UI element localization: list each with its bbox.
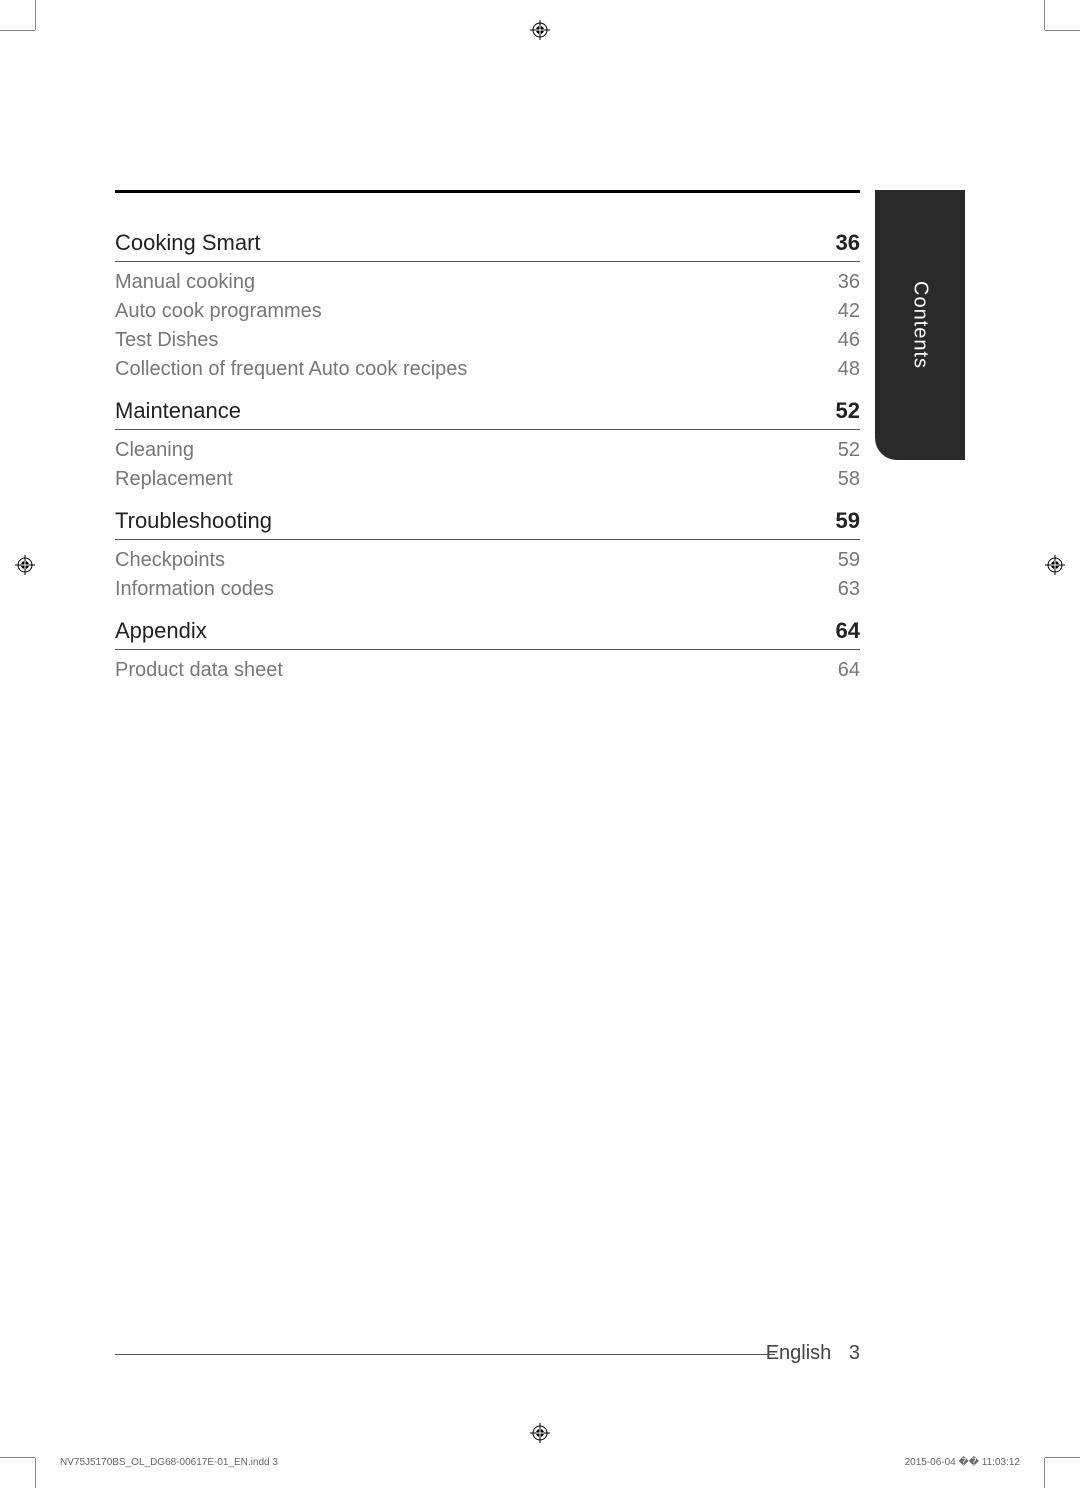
crop-mark [1044,1458,1045,1488]
toc-item-label: Manual cooking [115,268,255,297]
side-tab-label: Contents [909,281,932,369]
registration-mark-icon [1045,555,1065,575]
toc-item: Information codes 63 [115,575,860,604]
toc-item: Product data sheet 64 [115,656,860,685]
toc-item-label: Product data sheet [115,656,283,685]
side-tab: Contents [875,190,965,460]
toc-section-header: Cooking Smart 36 [115,230,860,262]
registration-mark-icon [530,1423,550,1443]
toc-item: Replacement 58 [115,465,860,494]
crop-mark [0,30,35,31]
toc-item: Collection of frequent Auto cook recipes… [115,355,860,384]
registration-mark-icon [15,555,35,575]
footer-rule [115,1354,775,1355]
toc-item-page: 36 [838,268,860,297]
footer: English 3 [766,1342,860,1365]
imprint-filename: NV75J5170BS_OL_DG68-00617E-01_EN.indd 3 [60,1457,278,1468]
toc-item: Checkpoints 59 [115,546,860,575]
table-of-contents: Cooking Smart 36 Manual cooking 36 Auto … [115,230,860,699]
toc-section-title: Cooking Smart [115,230,261,256]
toc-section-header: Maintenance 52 [115,398,860,430]
crop-mark [1045,1457,1080,1458]
page-container: Contents Cooking Smart 36 Manual cooking… [55,55,1025,1413]
toc-item-page: 59 [838,546,860,575]
toc-item-page: 52 [838,436,860,465]
toc-item-page: 48 [838,355,860,384]
toc-section: Troubleshooting 59 Checkpoints 59 Inform… [115,508,860,604]
toc-item-page: 42 [838,297,860,326]
toc-section-header: Appendix 64 [115,618,860,650]
toc-section-page: 64 [836,618,860,644]
footer-language: English [766,1342,832,1364]
toc-item: Test Dishes 46 [115,326,860,355]
toc-section-page: 52 [836,398,860,424]
crop-mark [35,1458,36,1488]
toc-section: Appendix 64 Product data sheet 64 [115,618,860,685]
toc-section-page: 59 [836,508,860,534]
toc-item-label: Checkpoints [115,546,225,575]
crop-mark [1045,30,1080,31]
toc-item-page: 63 [838,575,860,604]
toc-item: Manual cooking 36 [115,268,860,297]
top-rule [115,190,860,193]
imprint-timestamp: 2015-06-04 �� 11:03:12 [905,1457,1020,1468]
toc-item-page: 64 [838,656,860,685]
toc-item-label: Replacement [115,465,233,494]
toc-item: Cleaning 52 [115,436,860,465]
toc-item-label: Cleaning [115,436,194,465]
toc-item-label: Information codes [115,575,274,604]
crop-mark [1044,0,1045,30]
registration-mark-icon [530,20,550,40]
toc-item: Auto cook programmes 42 [115,297,860,326]
toc-section-header: Troubleshooting 59 [115,508,860,540]
crop-mark [35,0,36,30]
footer-page-number: 3 [849,1342,860,1364]
toc-section-page: 36 [836,230,860,256]
toc-section: Maintenance 52 Cleaning 52 Replacement 5… [115,398,860,494]
toc-section-title: Maintenance [115,398,241,424]
crop-mark [0,1457,35,1458]
imprint-line: NV75J5170BS_OL_DG68-00617E-01_EN.indd 3 … [60,1457,1020,1468]
toc-section-title: Troubleshooting [115,508,272,534]
toc-item-label: Auto cook programmes [115,297,322,326]
toc-item-page: 46 [838,326,860,355]
toc-item-label: Test Dishes [115,326,218,355]
toc-item-page: 58 [838,465,860,494]
toc-section: Cooking Smart 36 Manual cooking 36 Auto … [115,230,860,384]
toc-section-title: Appendix [115,618,207,644]
toc-item-label: Collection of frequent Auto cook recipes [115,355,467,384]
